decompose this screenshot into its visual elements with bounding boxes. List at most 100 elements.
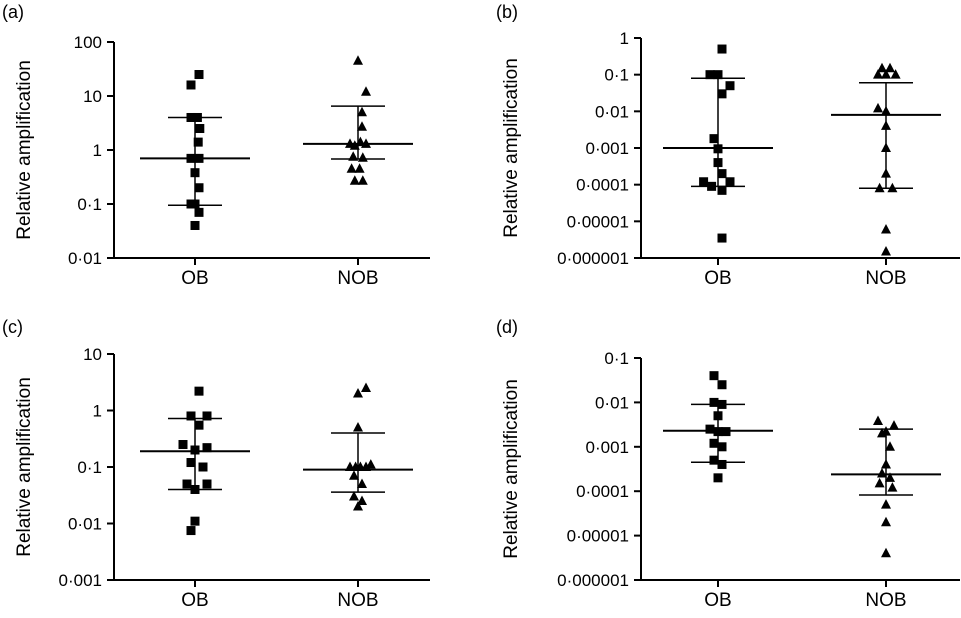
x-category-label: OB	[704, 268, 731, 289]
y-tick-label: 100	[74, 33, 102, 52]
data-point-square	[713, 427, 723, 437]
data-point-triangle	[873, 415, 883, 426]
x-category-label: OB	[181, 268, 208, 289]
data-point-square	[725, 177, 735, 187]
data-point-triangle	[877, 427, 887, 438]
y-tick-label: 0·1	[77, 195, 102, 214]
data-point-square	[195, 124, 205, 134]
data-point-square	[186, 153, 196, 163]
chart-panel: (a) 100 10 1 0·1 0·01 OB NOB Relative amplificat…	[2, 2, 430, 289]
data-point-triangle	[349, 491, 359, 501]
data-point-square	[717, 89, 727, 99]
panel-label: (c)	[2, 317, 23, 337]
data-point-square	[717, 380, 727, 390]
data-point-square	[202, 443, 212, 453]
data-point-square	[717, 185, 727, 195]
y-tick-label: 0·00001	[567, 212, 629, 231]
x-category-label: NOB	[337, 268, 378, 289]
data-point-triangle	[877, 62, 887, 73]
x-category-label: NOB	[337, 590, 378, 611]
panel-label: (d)	[496, 317, 518, 337]
data-point-triangle	[885, 472, 895, 482]
data-point-triangle	[885, 441, 895, 451]
data-point-triangle	[353, 422, 363, 432]
data-point-triangle	[887, 182, 898, 193]
y-axis-title: Relative amplification	[14, 377, 35, 557]
y-tick-label: 0·1	[604, 349, 629, 368]
data-point-triangle	[874, 477, 885, 488]
data-point-triangle	[885, 62, 895, 73]
data-point-triangle	[873, 69, 883, 79]
y-tick-label: 1	[93, 402, 102, 421]
data-point-triangle	[877, 468, 887, 478]
data-point-square	[709, 397, 719, 407]
y-tick-label: 0·00001	[567, 527, 629, 546]
data-point-triangle	[881, 168, 891, 178]
data-point-square	[194, 153, 204, 163]
data-point-square	[717, 233, 727, 243]
chart-panel: (b) 1 0·1 0·01 0·001 0·0001 0·00001 0·000001 OB N…	[496, 2, 960, 289]
x-category-label: NOB	[865, 268, 906, 289]
data-point-square	[194, 183, 204, 193]
data-point-triangle	[346, 163, 357, 173]
data-point-square	[186, 411, 196, 421]
data-point-square	[202, 479, 212, 489]
data-point-triangle	[355, 136, 366, 147]
data-point-triangle	[881, 105, 891, 116]
data-point-square	[709, 371, 719, 381]
y-tick-label: 0·001	[586, 139, 629, 158]
y-tick-label: 0·000001	[557, 249, 629, 268]
data-point-square	[190, 445, 200, 455]
panel-label: (a)	[2, 2, 24, 22]
data-point-square	[178, 440, 188, 450]
data-point-triangle	[357, 478, 367, 489]
data-point-square	[709, 438, 719, 448]
data-point-square	[190, 199, 200, 209]
data-point-triangle	[353, 500, 363, 511]
data-point-triangle	[873, 102, 883, 113]
y-tick-label: 0·1	[77, 458, 102, 477]
data-point-square	[707, 181, 717, 191]
data-point-square	[190, 484, 200, 494]
data-point-square	[192, 112, 202, 122]
y-tick-label: 0·01	[68, 515, 102, 534]
data-point-triangle	[349, 175, 360, 185]
data-point-square	[717, 399, 727, 409]
x-category-label: OB	[181, 590, 208, 611]
data-point-triangle	[348, 151, 359, 161]
data-point-square	[194, 207, 204, 217]
data-point-square	[717, 169, 727, 179]
data-point-triangle	[349, 140, 360, 150]
data-point-square	[713, 144, 723, 154]
y-tick-label: 1	[620, 29, 629, 48]
data-point-triangle	[357, 106, 367, 117]
data-point-triangle	[874, 182, 885, 193]
data-point-square	[190, 516, 200, 526]
data-point-triangle	[353, 387, 363, 398]
data-point-triangle	[890, 69, 901, 79]
y-tick-label: 0·001	[59, 571, 102, 590]
data-point-square	[721, 427, 731, 437]
data-point-square	[713, 158, 723, 168]
data-point-square	[190, 220, 200, 230]
chart-panel: (d) 0·1 0·01 0·001 0·0001 0·00001 0·000001 OB NO…	[496, 317, 960, 611]
data-point-triangle	[357, 175, 368, 185]
data-point-triangle	[353, 55, 363, 65]
data-point-square	[186, 458, 196, 468]
y-axis-title: Relative amplification	[501, 379, 522, 559]
data-point-square	[725, 81, 735, 91]
data-point-square	[713, 411, 723, 421]
data-point-square	[186, 112, 196, 122]
data-point-triangle	[881, 499, 891, 509]
data-point-triangle	[889, 420, 899, 430]
data-point-square	[713, 473, 723, 483]
y-tick-label: 0·01	[595, 393, 629, 412]
y-axis-title: Relative amplification	[501, 58, 522, 238]
data-point-triangle	[881, 69, 891, 79]
data-point-triangle	[881, 458, 891, 469]
data-point-square	[699, 177, 709, 187]
data-point-triangle	[357, 152, 368, 162]
data-point-triangle	[357, 121, 367, 131]
y-tick-label: 0·01	[68, 249, 102, 268]
